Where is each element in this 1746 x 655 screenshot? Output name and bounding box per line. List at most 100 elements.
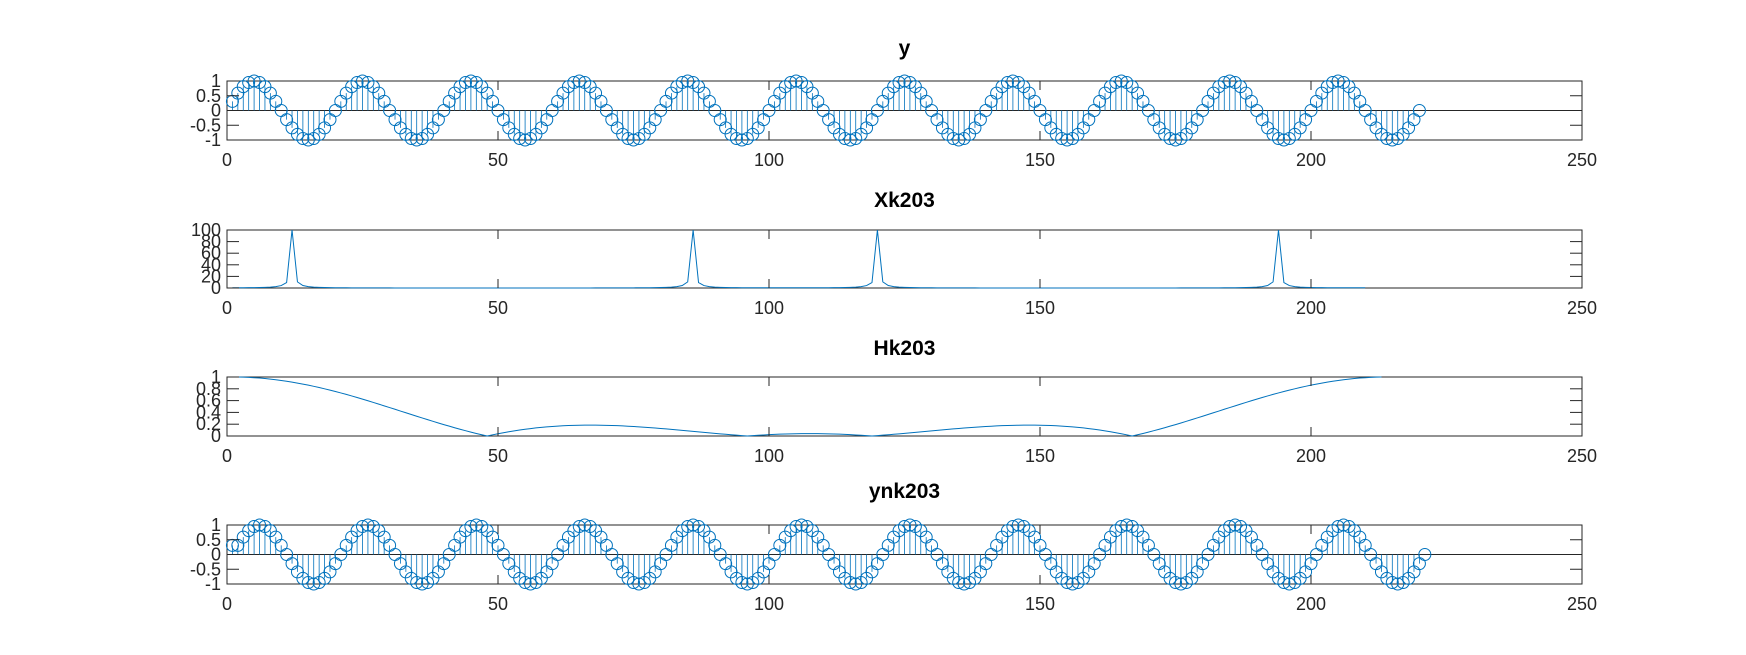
axes-box bbox=[226, 376, 1583, 437]
stem-marker bbox=[285, 121, 299, 135]
stem-marker bbox=[1223, 74, 1237, 88]
stem-marker bbox=[881, 86, 895, 100]
stem-marker bbox=[1006, 74, 1020, 88]
stem-marker bbox=[957, 577, 971, 591]
stem-marker bbox=[1239, 524, 1253, 538]
stem-marker bbox=[1103, 530, 1117, 544]
stem-marker bbox=[735, 133, 749, 147]
stem-marker bbox=[735, 576, 749, 590]
stem-marker bbox=[1347, 524, 1361, 538]
stem-marker bbox=[518, 576, 532, 590]
stem-marker bbox=[1217, 75, 1231, 89]
stem-marker bbox=[529, 127, 543, 141]
stem-marker bbox=[1293, 571, 1307, 585]
stem-marker bbox=[296, 132, 310, 146]
stem-marker bbox=[664, 86, 678, 100]
stem-marker bbox=[1342, 80, 1356, 94]
stem-marker bbox=[751, 571, 765, 585]
stem-marker bbox=[1315, 86, 1329, 100]
y-tick-label: 0.2 bbox=[196, 414, 221, 434]
y-tick-label: 0.6 bbox=[196, 391, 221, 411]
stem-marker bbox=[1125, 80, 1139, 94]
stem-marker bbox=[469, 518, 483, 532]
stem-marker bbox=[361, 518, 375, 532]
axes-box bbox=[226, 229, 1583, 289]
x-tick-label: 100 bbox=[754, 446, 784, 466]
stem-marker bbox=[307, 577, 321, 591]
stem-marker bbox=[290, 565, 304, 579]
axis-ticks: 0 50 100 150 200 250-1-0.500.51 bbox=[190, 71, 1597, 170]
stem-marker bbox=[231, 86, 245, 100]
y-tick-label: -1 bbox=[205, 574, 221, 594]
stem-marker bbox=[789, 519, 803, 533]
x-tick-label: 200 bbox=[1296, 298, 1326, 318]
stem-marker bbox=[1288, 127, 1302, 141]
stem-marker bbox=[789, 74, 803, 88]
stem-marker bbox=[800, 80, 814, 94]
x-tick-label: 250 bbox=[1567, 298, 1597, 318]
subplot-ynk203: ynk203 0 50 100 150 200 250-1-0.500.51 bbox=[190, 480, 1597, 614]
plot-area bbox=[232, 376, 1382, 437]
y-tick-label: -1 bbox=[205, 130, 221, 150]
x-tick-label: 250 bbox=[1567, 594, 1597, 614]
stem-marker bbox=[637, 127, 651, 141]
y-tick-label: 1 bbox=[211, 71, 221, 91]
axis-ticks: 0 50 100 150 200 250 00.20.40.60.81 bbox=[196, 367, 1597, 466]
stem-marker bbox=[1131, 524, 1145, 538]
stem-marker bbox=[1337, 518, 1351, 532]
stem-marker bbox=[258, 80, 272, 94]
stem-marker bbox=[1369, 121, 1383, 135]
stem-marker bbox=[524, 577, 538, 591]
y-tick-label: 0.8 bbox=[196, 379, 221, 399]
stem-marker bbox=[1060, 133, 1074, 147]
stem-marker bbox=[475, 80, 489, 94]
stem-marker bbox=[843, 133, 857, 147]
stem-marker bbox=[572, 519, 586, 533]
series-line bbox=[232, 229, 1366, 289]
stem-marker bbox=[887, 530, 901, 544]
stem-marker bbox=[778, 530, 792, 544]
subplot-title: Hk203 bbox=[874, 337, 936, 360]
stem-marker bbox=[372, 524, 386, 538]
subplot-y: y 0 50 100 150 200 250-1-0.500.51 bbox=[190, 37, 1597, 170]
stem-marker bbox=[453, 530, 467, 544]
x-tick-label: 150 bbox=[1025, 446, 1055, 466]
x-tick-label: 200 bbox=[1296, 150, 1326, 170]
stem-marker bbox=[616, 565, 630, 579]
y-tick-label: -0.5 bbox=[190, 559, 221, 579]
stem-marker bbox=[567, 75, 581, 89]
stem-marker bbox=[518, 133, 532, 147]
stem-marker bbox=[534, 571, 548, 585]
stem-marker bbox=[1011, 518, 1025, 532]
stem-marker bbox=[236, 530, 250, 544]
x-tick-label: 250 bbox=[1567, 150, 1597, 170]
stem-marker bbox=[1396, 127, 1410, 141]
axis-ticks: 0 50 100 150 200 250-1-0.500.51 bbox=[190, 515, 1597, 614]
stem-marker bbox=[1152, 121, 1166, 135]
stem-marker bbox=[898, 74, 911, 88]
stem-marker bbox=[941, 565, 955, 579]
stem-marker bbox=[1055, 132, 1069, 146]
stem-marker bbox=[415, 577, 429, 591]
stem-marker bbox=[356, 519, 369, 533]
stem-marker bbox=[247, 519, 261, 533]
stem-marker bbox=[675, 75, 689, 89]
x-tick-label: 50 bbox=[488, 150, 508, 170]
stem-marker bbox=[1223, 519, 1237, 533]
stem-marker bbox=[1261, 121, 1275, 135]
x-tick-label: 100 bbox=[754, 150, 784, 170]
stem-marker bbox=[1120, 518, 1134, 532]
y-tick-label: 1 bbox=[211, 367, 221, 387]
stem-marker bbox=[1158, 565, 1172, 579]
stem-marker bbox=[681, 519, 695, 533]
x-tick-label: 100 bbox=[754, 594, 784, 614]
stem-marker bbox=[963, 127, 977, 141]
stem-marker bbox=[849, 577, 863, 591]
x-tick-label: 150 bbox=[1025, 150, 1055, 170]
stem-marker bbox=[627, 576, 640, 590]
stem-marker bbox=[686, 518, 700, 532]
stem-marker bbox=[464, 519, 478, 533]
stem-marker bbox=[827, 121, 841, 135]
